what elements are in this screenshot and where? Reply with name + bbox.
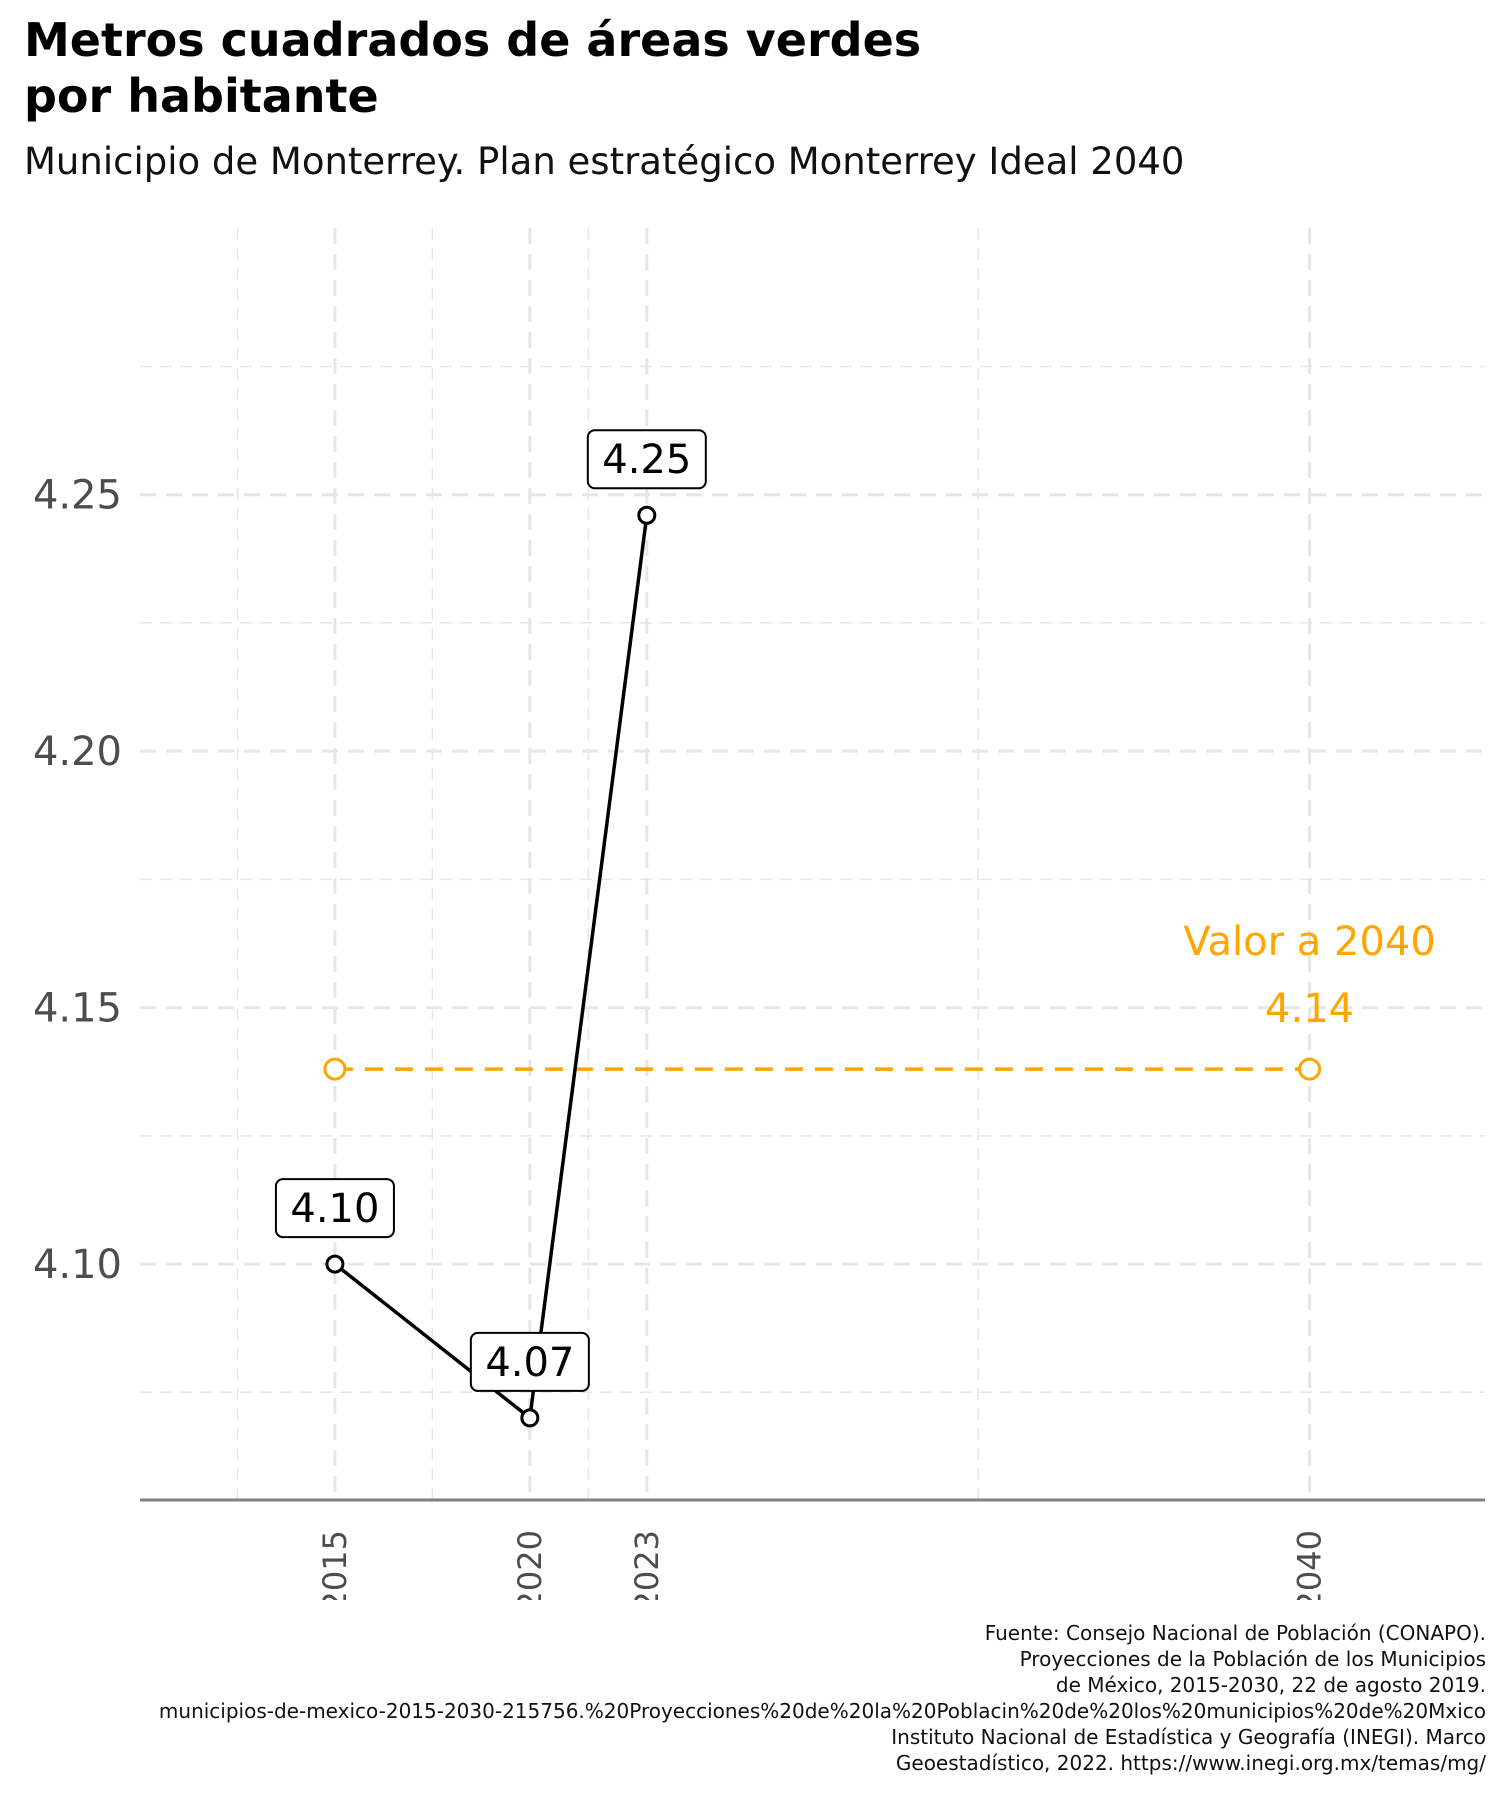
x-tick-label: 2020 [511,1530,549,1600]
caption-line-6: Geoestadístico, 2022. https://www.inegi.… [895,1751,1486,1775]
x-tick-label: 2040 [1291,1530,1329,1600]
caption-line-4: municipios-de-mexico-2015-2030-215756.%2… [158,1699,1486,1723]
chart-title-line-1: Metros cuadrados de áreas verdes [24,13,922,67]
y-tick-label: 4.25 [33,473,122,519]
data-label-box [586,429,707,490]
target-point [1298,1057,1322,1081]
y-tick-label: 4.15 [33,986,122,1032]
axes: 4.10 4.15 4.20 4.25 2015 2020 2023 2040 [33,473,1485,1600]
data-point [637,505,657,525]
chart-title-line-2: por habitante [24,69,379,123]
data-label-box [274,1178,395,1239]
caption-line-1: Fuente: Consejo Nacional de Población (C… [984,1621,1486,1645]
data-label-box [469,1331,590,1392]
data-series [325,505,657,1428]
grid [140,228,1485,1500]
caption-line-3: de México, 2015-2030, 22 de agosto 2019. [1055,1673,1486,1697]
line-chart: 4.10 4.15 4.20 4.25 2015 2020 2023 2040 Valor a… [33,228,1485,1600]
target-label: Valor a 2040 [1183,919,1436,965]
data-point [520,1408,540,1428]
x-tick-label: 2015 [316,1530,354,1600]
data-labels: Valor a 2040 4.14 4.10 4.07 4.25 [274,429,1436,1392]
series-line [333,515,649,1422]
chart-title: Metros cuadrados de áreas verdes por hab… [24,12,1424,124]
data-point [325,1254,345,1274]
caption-line-2: Proyecciones de la Población de los Muni… [1019,1647,1486,1671]
data-label: 4.07 [485,1340,574,1386]
y-tick-label: 4.10 [33,1242,122,1288]
data-label: 4.25 [602,437,691,483]
source-caption: Fuente: Consejo Nacional de Población (C… [6,1620,1486,1776]
x-tick-label: 2023 [628,1530,666,1600]
data-label: 4.10 [290,1186,379,1232]
caption-line-5: Instituto Nacional de Estadística y Geog… [891,1725,1486,1749]
target-point [323,1057,347,1081]
chart-subtitle: Municipio de Monterrey. Plan estratégico… [24,140,1185,183]
target-series [323,1057,1322,1081]
target-value-label: 4.14 [1265,986,1354,1032]
y-tick-label: 4.20 [33,729,122,775]
